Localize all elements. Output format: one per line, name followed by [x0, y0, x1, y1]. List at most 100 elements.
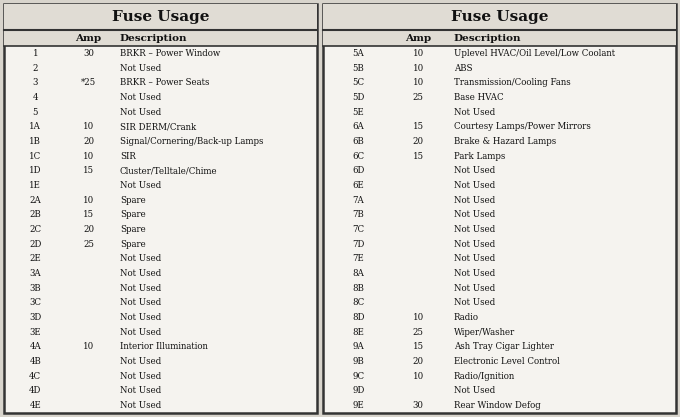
- Text: 9A: 9A: [352, 342, 364, 352]
- Text: 7C: 7C: [352, 225, 364, 234]
- Text: BRKR – Power Window: BRKR – Power Window: [120, 49, 220, 58]
- Text: Not Used: Not Used: [454, 240, 495, 249]
- Text: 8C: 8C: [352, 299, 364, 307]
- Text: 7A: 7A: [352, 196, 364, 205]
- Text: 10: 10: [83, 152, 94, 161]
- Text: 15: 15: [413, 152, 424, 161]
- Text: 1B: 1B: [29, 137, 41, 146]
- Text: 10: 10: [83, 342, 94, 352]
- Text: 6E: 6E: [352, 181, 364, 190]
- Text: 30: 30: [83, 49, 94, 58]
- Text: Not Used: Not Used: [454, 181, 495, 190]
- Text: 20: 20: [413, 137, 424, 146]
- Text: 2E: 2E: [29, 254, 41, 264]
- Text: 4C: 4C: [29, 372, 41, 381]
- Text: 7D: 7D: [352, 240, 364, 249]
- Text: 2D: 2D: [29, 240, 41, 249]
- Text: Base HVAC: Base HVAC: [454, 93, 503, 102]
- Text: Courtesy Lamps/Power Mirrors: Courtesy Lamps/Power Mirrors: [454, 122, 590, 131]
- Text: BRKR – Power Seats: BRKR – Power Seats: [120, 78, 209, 87]
- Text: Spare: Spare: [120, 225, 146, 234]
- Bar: [4, 4, 317, 30]
- Text: 8A: 8A: [352, 269, 364, 278]
- Text: 7B: 7B: [352, 210, 364, 219]
- Text: Not Used: Not Used: [454, 210, 495, 219]
- Text: SIR: SIR: [120, 152, 136, 161]
- Text: 7E: 7E: [352, 254, 364, 264]
- Text: 1E: 1E: [29, 181, 41, 190]
- Text: Not Used: Not Used: [120, 284, 161, 293]
- Text: Radio: Radio: [454, 313, 479, 322]
- Text: 5E: 5E: [352, 108, 364, 117]
- Text: 8D: 8D: [352, 313, 364, 322]
- Text: 1: 1: [33, 49, 38, 58]
- Text: Electronic Level Control: Electronic Level Control: [454, 357, 560, 366]
- Text: 1A: 1A: [29, 122, 41, 131]
- Text: 9E: 9E: [352, 401, 364, 410]
- Text: Not Used: Not Used: [120, 313, 161, 322]
- Text: 2B: 2B: [29, 210, 41, 219]
- Text: Interior Illumination: Interior Illumination: [120, 342, 207, 352]
- Text: 4D: 4D: [29, 387, 41, 395]
- Text: SIR DERM/Crank: SIR DERM/Crank: [120, 122, 196, 131]
- Text: 2A: 2A: [29, 196, 41, 205]
- Text: Transmission/Cooling Fans: Transmission/Cooling Fans: [454, 78, 571, 87]
- Text: 1C: 1C: [29, 152, 41, 161]
- Text: 20: 20: [83, 225, 94, 234]
- Text: 3E: 3E: [29, 328, 41, 337]
- Text: Not Used: Not Used: [120, 181, 161, 190]
- Text: ABS: ABS: [454, 63, 472, 73]
- Text: 6B: 6B: [352, 137, 364, 146]
- Text: 5D: 5D: [352, 93, 364, 102]
- Text: Not Used: Not Used: [454, 254, 495, 264]
- Text: 10: 10: [413, 63, 424, 73]
- Text: 3C: 3C: [29, 299, 41, 307]
- Text: Spare: Spare: [120, 196, 146, 205]
- Text: Not Used: Not Used: [120, 108, 161, 117]
- Text: 4A: 4A: [29, 342, 41, 352]
- Text: Rear Window Defog: Rear Window Defog: [454, 401, 541, 410]
- Text: 25: 25: [413, 93, 424, 102]
- Bar: [323, 4, 676, 413]
- Text: 6A: 6A: [352, 122, 364, 131]
- Bar: [323, 4, 676, 30]
- Bar: [323, 30, 676, 46]
- Text: Cluster/Telltale/Chime: Cluster/Telltale/Chime: [120, 166, 218, 175]
- Text: Not Used: Not Used: [454, 387, 495, 395]
- Text: 9B: 9B: [352, 357, 364, 366]
- Text: 5A: 5A: [352, 49, 364, 58]
- Text: Amp: Amp: [75, 33, 101, 43]
- Bar: [4, 30, 317, 46]
- Text: 2C: 2C: [29, 225, 41, 234]
- Text: Not Used: Not Used: [454, 196, 495, 205]
- Text: 4E: 4E: [29, 401, 41, 410]
- Text: Description: Description: [120, 33, 187, 43]
- Text: 10: 10: [413, 313, 424, 322]
- Text: 8B: 8B: [352, 284, 364, 293]
- Text: Park Lamps: Park Lamps: [454, 152, 505, 161]
- Text: Not Used: Not Used: [120, 254, 161, 264]
- Text: *25: *25: [81, 78, 96, 87]
- Text: Wiper/Washer: Wiper/Washer: [454, 328, 515, 337]
- Text: 3: 3: [33, 78, 38, 87]
- Text: 25: 25: [83, 240, 94, 249]
- Text: 9C: 9C: [352, 372, 364, 381]
- Text: Fuse Usage: Fuse Usage: [451, 10, 548, 24]
- Text: Not Used: Not Used: [120, 357, 161, 366]
- Text: 2: 2: [33, 63, 38, 73]
- Text: 3B: 3B: [29, 284, 41, 293]
- Text: 10: 10: [83, 196, 94, 205]
- Text: 15: 15: [413, 342, 424, 352]
- Text: Radio/Ignition: Radio/Ignition: [454, 372, 515, 381]
- Text: 6C: 6C: [352, 152, 364, 161]
- Text: Not Used: Not Used: [454, 299, 495, 307]
- Text: 5: 5: [33, 108, 38, 117]
- Text: Not Used: Not Used: [120, 93, 161, 102]
- Text: Not Used: Not Used: [120, 299, 161, 307]
- Text: Amp: Amp: [405, 33, 431, 43]
- Text: Ash Tray Cigar Lighter: Ash Tray Cigar Lighter: [454, 342, 554, 352]
- Text: Not Used: Not Used: [454, 108, 495, 117]
- Text: 10: 10: [83, 122, 94, 131]
- Text: 30: 30: [413, 401, 424, 410]
- Text: 3A: 3A: [29, 269, 41, 278]
